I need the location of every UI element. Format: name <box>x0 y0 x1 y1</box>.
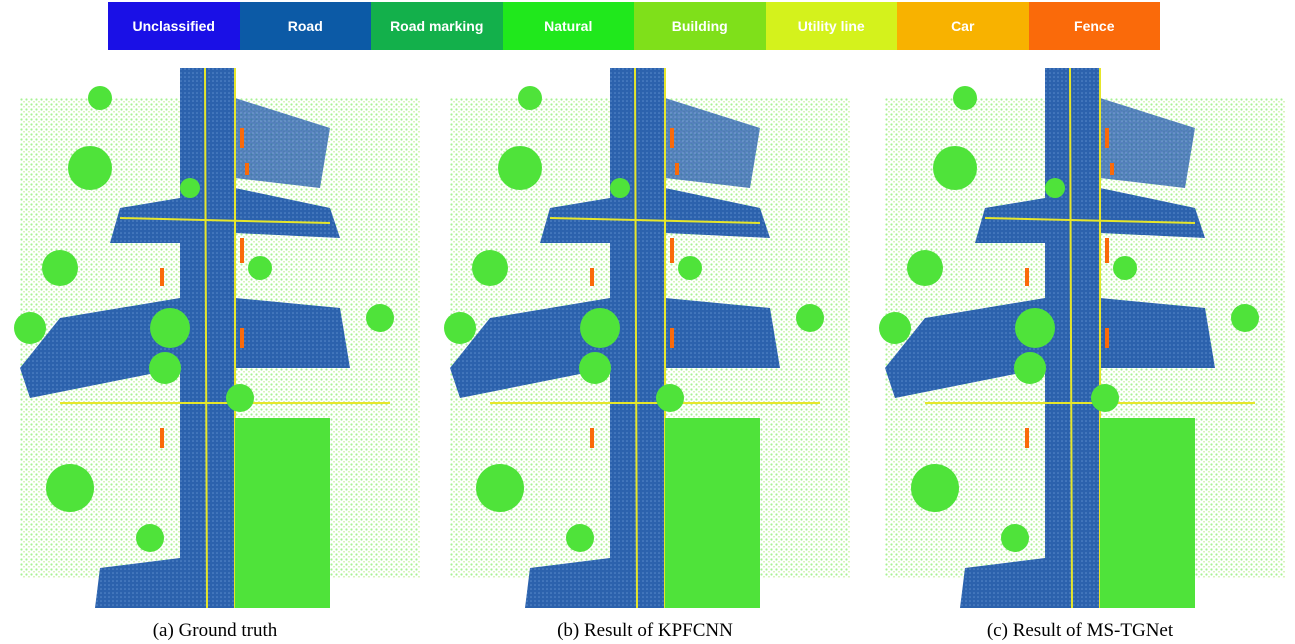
legend-item: Car <box>897 2 1029 50</box>
legend-item: Road <box>240 2 372 50</box>
caption: (c) Result of MS-TGNet <box>865 620 1295 642</box>
figure: UnclassifiedRoadRoad markingNaturalBuild… <box>0 0 1295 644</box>
point-cloud <box>0 68 430 608</box>
legend-item: Natural <box>503 2 635 50</box>
legend-item: Fence <box>1029 2 1161 50</box>
legend-item: Utility line <box>766 2 898 50</box>
legend-item: Building <box>634 2 766 50</box>
legend-item: Road marking <box>371 2 503 50</box>
point-cloud <box>865 68 1295 608</box>
point-cloud <box>430 68 860 608</box>
caption: (a) Ground truth <box>0 620 430 642</box>
caption: (b) Result of KPFCNN <box>430 620 860 642</box>
legend-item: Unclassified <box>108 2 240 50</box>
